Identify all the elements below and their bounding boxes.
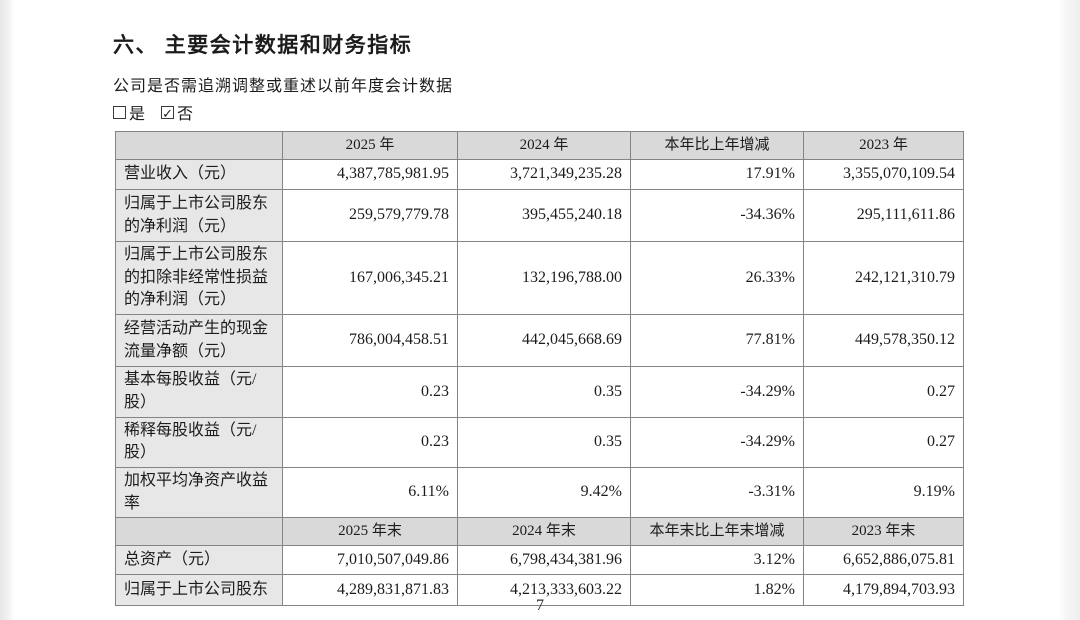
value-cell: 3.12% <box>630 545 804 576</box>
table-row-net-profit-excl-nonrecurring: 归属于上市公司股东的扣除非经常性损益的净利润（元） 167,006,345.21… <box>115 240 964 316</box>
value-cell: 242,121,310.79 <box>803 240 964 316</box>
header-cell-2024-end: 2024 年末 <box>457 517 631 547</box>
value-cell: 4,213,333,603.22 <box>457 574 631 607</box>
value-cell: 167,006,345.21 <box>282 240 458 316</box>
restatement-checkbox-row: 是 ✓ 否 <box>113 100 209 124</box>
page-left-edge-shade <box>0 0 14 620</box>
value-cell: -34.36% <box>630 189 804 242</box>
checkbox-no-label: 否 <box>177 106 194 123</box>
value-cell: 7,010,507,049.86 <box>282 545 458 576</box>
point-in-time-header-row: 2025 年末 2024 年末 本年末比上年末增减 2023 年末 <box>115 517 964 547</box>
value-cell: 0.27 <box>803 366 964 418</box>
value-cell: 132,196,788.00 <box>457 240 631 316</box>
header-cell-2024: 2024 年 <box>457 131 631 160</box>
row-label: 归属于上市公司股东 <box>115 574 283 607</box>
row-label: 营业收入（元） <box>115 159 283 190</box>
value-cell: -3.31% <box>630 467 804 519</box>
header-cell-yearend-change: 本年末比上年末增减 <box>630 517 804 547</box>
value-cell: 26.33% <box>630 240 804 316</box>
financial-indicators-table: 2025 年 2024 年 本年比上年增减 2023 年 营业收入（元） 4,3… <box>115 131 964 607</box>
value-cell: 4,179,894,703.93 <box>803 574 964 607</box>
table-row-operating-cash-flow: 经营活动产生的现金流量净额（元） 786,004,458.51 442,045,… <box>115 314 964 368</box>
header-cell-2023: 2023 年 <box>803 131 964 160</box>
table-row-net-profit: 归属于上市公司股东的净利润（元） 259,579,779.78 395,455,… <box>115 189 964 242</box>
page-number: 7 <box>536 597 544 614</box>
value-cell: 9.19% <box>803 467 964 519</box>
header-cell-2025: 2025 年 <box>282 131 458 160</box>
checkbox-no-group: ✓ 否 <box>161 100 193 124</box>
value-cell: 449,578,350.12 <box>803 314 964 368</box>
period-header-row: 2025 年 2024 年 本年比上年增减 2023 年 <box>115 131 964 160</box>
row-label: 经营活动产生的现金流量净额（元） <box>115 314 283 368</box>
table-row-diluted-eps: 稀释每股收益（元/股） 0.23 0.35 -34.29% 0.27 <box>115 416 964 469</box>
value-cell: 9.42% <box>457 467 631 519</box>
row-label: 归属于上市公司股东的扣除非经常性损益的净利润（元） <box>115 240 283 316</box>
value-cell: 4,387,785,981.95 <box>282 159 458 190</box>
header-cell-2025-end: 2025 年末 <box>282 517 458 547</box>
row-label: 加权平均净资产收益率 <box>115 467 283 519</box>
value-cell: 1.82% <box>630 574 804 607</box>
value-cell: 0.23 <box>282 416 458 469</box>
restatement-question-text: 公司是否需追溯调整或重述以前年度会计数据 <box>113 78 454 95</box>
value-cell: 786,004,458.51 <box>282 314 458 368</box>
value-cell: 0.23 <box>282 366 458 418</box>
checkbox-no-checked-icon[interactable]: ✓ <box>161 105 175 121</box>
row-label: 稀释每股收益（元/股） <box>115 416 283 469</box>
table-row-total-assets: 总资产（元） 7,010,507,049.86 6,798,434,381.96… <box>115 545 964 576</box>
value-cell: 442,045,668.69 <box>457 314 631 368</box>
checkbox-yes-unchecked-icon[interactable] <box>113 105 126 119</box>
header-corner-cell <box>115 517 283 547</box>
header-cell-yoy-change: 本年比上年增减 <box>630 131 804 160</box>
header-corner-cell <box>115 131 283 160</box>
row-label: 总资产（元） <box>115 545 283 576</box>
section-title: 六、 主要会计数据和财务指标 <box>113 33 413 58</box>
value-cell: 0.27 <box>803 416 964 469</box>
header-cell-2023-end: 2023 年末 <box>803 517 964 547</box>
checkbox-yes-label: 是 <box>129 106 146 123</box>
value-cell: 6.11% <box>282 467 458 519</box>
value-cell: 0.35 <box>457 416 631 469</box>
value-cell: 3,721,349,235.28 <box>457 159 631 190</box>
value-cell: 295,111,611.86 <box>803 189 964 242</box>
value-cell: 77.81% <box>630 314 804 368</box>
row-label: 归属于上市公司股东的净利润（元） <box>115 189 283 242</box>
checkbox-yes-group: 是 <box>113 100 145 124</box>
value-cell: 395,455,240.18 <box>457 189 631 242</box>
value-cell: -34.29% <box>630 416 804 469</box>
value-cell: 3,355,070,109.54 <box>803 159 964 190</box>
page-right-edge-shade <box>1058 0 1080 620</box>
table-row-shareholders-equity: 归属于上市公司股东 4,289,831,871.83 4,213,333,603… <box>115 574 964 607</box>
value-cell: 6,652,886,075.81 <box>803 545 964 576</box>
row-label: 基本每股收益（元/股） <box>115 366 283 418</box>
value-cell: 259,579,779.78 <box>282 189 458 242</box>
value-cell: 0.35 <box>457 366 631 418</box>
table-row-revenue: 营业收入（元） 4,387,785,981.95 3,721,349,235.2… <box>115 159 964 190</box>
value-cell: 17.91% <box>630 159 804 190</box>
value-cell: 6,798,434,381.96 <box>457 545 631 576</box>
table-row-weighted-avg-roe: 加权平均净资产收益率 6.11% 9.42% -3.31% 9.19% <box>115 467 964 519</box>
table-row-basic-eps: 基本每股收益（元/股） 0.23 0.35 -34.29% 0.27 <box>115 366 964 418</box>
value-cell: -34.29% <box>630 366 804 418</box>
